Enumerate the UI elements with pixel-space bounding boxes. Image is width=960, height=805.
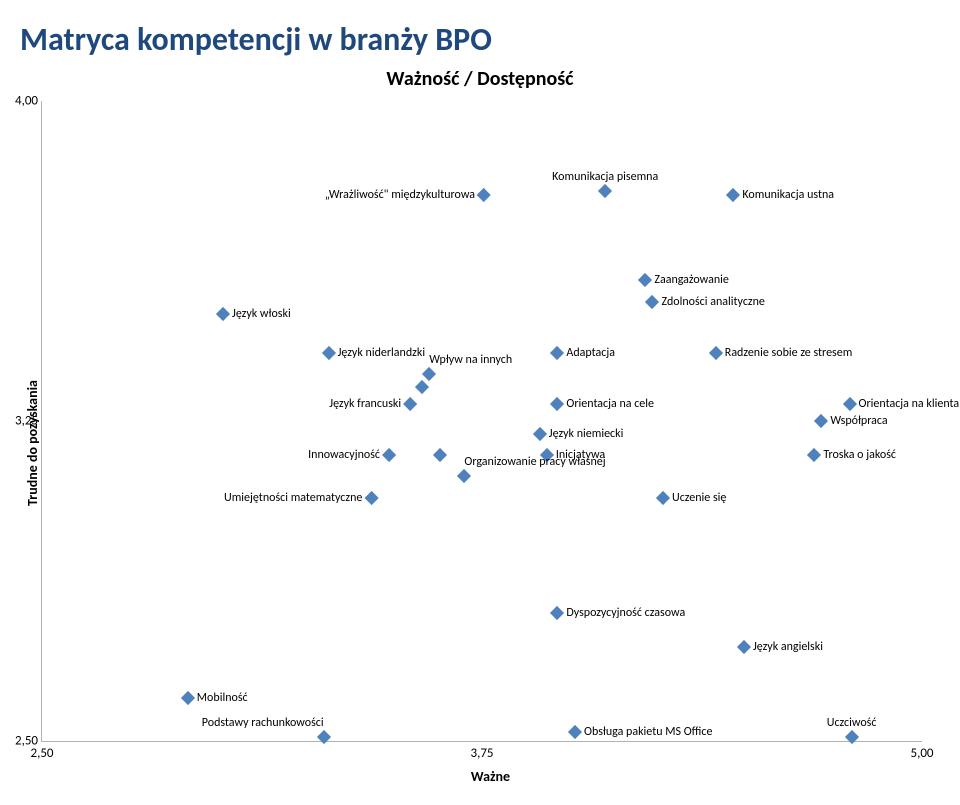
data-point-label: Uczciwość xyxy=(827,716,877,730)
data-point: Dyspozycyjność czasowa xyxy=(552,606,685,620)
data-point-label: Innowacyjność xyxy=(308,448,380,462)
chart-title: Matryca kompetencji w branży BPO xyxy=(20,20,940,59)
data-point-label: Język niemiecki xyxy=(549,427,624,441)
data-point-marker xyxy=(364,491,378,505)
data-point: Innowacyjność xyxy=(308,448,394,462)
data-point-marker xyxy=(322,346,336,360)
data-point-label: Współpraca xyxy=(830,414,887,428)
data-point-marker xyxy=(550,606,564,620)
data-point-label: Zaangażowanie xyxy=(654,273,729,287)
data-point-marker xyxy=(550,346,564,360)
data-point-marker xyxy=(181,691,195,705)
data-point-label: Język niderlandzki xyxy=(338,346,426,360)
x-axis-label: Ważne xyxy=(41,768,940,785)
data-point-label: Mobilność xyxy=(197,691,248,705)
data-point-label: Radzenie sobie ze stresem xyxy=(725,346,853,360)
data-point: Komunikacja ustna xyxy=(728,188,834,202)
data-point-marker xyxy=(550,397,564,411)
x-tick: 2,50 xyxy=(30,746,53,761)
data-point-marker xyxy=(415,380,429,394)
data-point-label: Uczenie się xyxy=(672,491,726,505)
data-point-marker xyxy=(645,294,659,308)
data-point: Zdolności analityczne xyxy=(647,295,764,309)
data-point-label: Obsługa pakietu MS Office xyxy=(584,725,712,739)
data-point-marker xyxy=(598,184,612,198)
chart-container: Trudne do pozyskania 2,503,254,002,503,7… xyxy=(20,101,940,785)
data-point: Orientacja na klienta xyxy=(845,397,960,411)
data-point: „Wrażliwość" międzykulturowa xyxy=(325,188,489,202)
data-point: Język niderlandzki xyxy=(324,346,426,360)
data-point-label: „Wrażliwość" międzykulturowa xyxy=(325,188,475,202)
data-point: Orientacja na cele xyxy=(552,397,654,411)
data-point-marker xyxy=(433,448,447,462)
data-point-marker xyxy=(403,397,417,411)
data-point: Język włoski xyxy=(218,307,291,321)
data-point: Język francuski xyxy=(329,397,415,411)
data-point-label: Podstawy rachunkowości xyxy=(202,716,324,730)
data-point-marker xyxy=(807,448,821,462)
plot-area: 2,503,254,002,503,755,00„Wrażliwość" mię… xyxy=(41,101,922,742)
y-tick: 3,25 xyxy=(2,414,38,429)
data-point-marker xyxy=(638,273,652,287)
data-point-marker xyxy=(814,414,828,428)
y-tick: 4,00 xyxy=(2,94,38,109)
data-point-label: Komunikacja ustna xyxy=(742,188,834,202)
data-point: Współpraca xyxy=(816,414,887,428)
data-point: Troska o jakość xyxy=(809,448,896,462)
data-point-marker xyxy=(422,367,436,381)
data-point-marker xyxy=(568,725,582,739)
data-point-label: Zdolności analityczne xyxy=(661,295,764,309)
data-point: Zaangażowanie xyxy=(640,273,729,287)
data-point: Umiejętności matematyczne xyxy=(224,491,376,505)
data-point-label: Organizowanie pracy własnej xyxy=(464,455,605,469)
data-point: Uczenie się xyxy=(658,491,726,505)
data-point-label: Język francuski xyxy=(329,397,401,411)
data-point-label: Troska o jakość xyxy=(823,448,896,462)
data-point-marker xyxy=(317,730,331,744)
data-point-label: Język włoski xyxy=(232,307,291,321)
data-point-label: Adaptacja xyxy=(566,346,615,360)
data-point-marker xyxy=(709,346,723,360)
data-point-label: Umiejętności matematyczne xyxy=(224,491,362,505)
data-point: Adaptacja xyxy=(552,346,615,360)
data-point-marker xyxy=(457,469,471,483)
data-point-label: Orientacja na cele xyxy=(566,397,654,411)
data-point: Mobilność xyxy=(183,691,248,705)
data-point-marker xyxy=(842,397,856,411)
data-point-label: Dyspozycyjność czasowa xyxy=(566,606,685,620)
x-tick: 3,75 xyxy=(470,746,493,761)
data-point-marker xyxy=(533,427,547,441)
data-point-marker xyxy=(656,491,670,505)
data-point-marker xyxy=(216,307,230,321)
y-axis-label: Trudne do pozyskania xyxy=(20,101,41,785)
data-point: Język niemiecki xyxy=(535,427,624,441)
data-point-marker xyxy=(477,188,491,202)
data-point: Obsługa pakietu MS Office xyxy=(570,725,712,739)
data-point-label: Orientacja na klienta xyxy=(859,397,960,411)
data-point: Język angielski xyxy=(739,640,823,654)
data-point-label: Język angielski xyxy=(753,640,823,654)
data-point-marker xyxy=(726,188,740,202)
data-point: Radzenie sobie ze stresem xyxy=(711,346,853,360)
x-tick: 5,00 xyxy=(910,746,933,761)
data-point-label: Komunikacja pisemna xyxy=(552,170,658,184)
chart-subtitle: Ważność / Dostępność xyxy=(20,67,940,91)
data-point-label: Wpływ na innych xyxy=(429,353,512,367)
data-point-marker xyxy=(382,448,396,462)
data-point-marker xyxy=(845,730,859,744)
data-point-marker xyxy=(737,640,751,654)
